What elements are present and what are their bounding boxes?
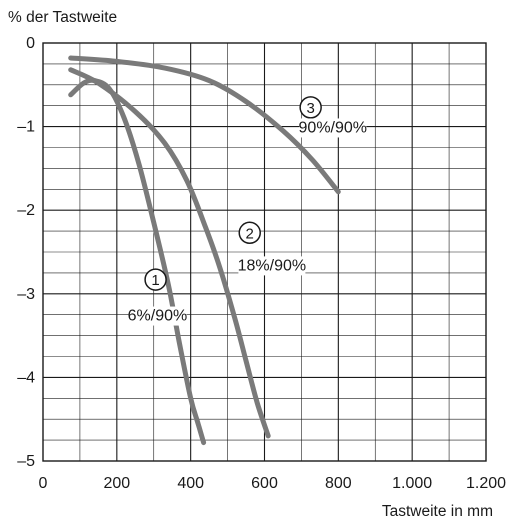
series-label-3: 3 90%/90% bbox=[299, 96, 368, 138]
y-tick-label: 0 bbox=[26, 35, 35, 52]
x-tick-label: 400 bbox=[177, 475, 204, 492]
y-tick-label: –5 bbox=[17, 453, 35, 470]
series-marker-number: 3 bbox=[306, 100, 314, 117]
curves bbox=[68, 55, 341, 446]
series-label-text: 6%/90% bbox=[128, 308, 188, 325]
series-line-2 bbox=[68, 67, 271, 439]
series-marker-circle bbox=[238, 221, 261, 245]
curve-labels: 1 6%/90% 2 18%/90% 3 90%/90% bbox=[128, 96, 368, 326]
plot-frame bbox=[42, 42, 487, 462]
x-tick-label: 200 bbox=[103, 475, 130, 492]
plot-border bbox=[42, 42, 487, 462]
y-tick-label: –3 bbox=[17, 286, 35, 303]
y-tick-label: –1 bbox=[17, 119, 35, 136]
series-label-1: 1 6%/90% bbox=[128, 268, 188, 326]
series-label-2: 2 18%/90% bbox=[238, 221, 307, 276]
series-label-background bbox=[128, 306, 187, 326]
y-axis-title: % der Tastweite bbox=[8, 9, 117, 26]
series-label-text: 90%/90% bbox=[299, 119, 368, 136]
x-tick-label: 1.200 bbox=[466, 475, 506, 492]
series-label-text: 18%/90% bbox=[238, 257, 307, 274]
series-marker-circle bbox=[144, 268, 167, 291]
y-tick-label: –2 bbox=[17, 202, 35, 219]
x-axis-title: Tastweite in mm bbox=[382, 503, 493, 520]
series-marker-circle bbox=[299, 96, 322, 119]
y-tick-label: –4 bbox=[17, 369, 35, 386]
x-tick-label: 600 bbox=[251, 475, 278, 492]
x-tick-label: 800 bbox=[325, 475, 352, 492]
series-line-1 bbox=[68, 77, 207, 446]
grid bbox=[43, 43, 486, 461]
tick-labels: 0 200 400 600 800 1.000 1.200 0 –1 –2 –3 –4 –5 bbox=[17, 35, 506, 492]
series-label-background bbox=[299, 118, 367, 138]
series-line-3 bbox=[68, 55, 341, 195]
x-tick-label: 0 bbox=[39, 475, 48, 492]
x-tick-label: 1.000 bbox=[392, 475, 432, 492]
series-label-background bbox=[238, 256, 306, 276]
series-marker-number: 2 bbox=[246, 225, 254, 242]
series-marker-number: 1 bbox=[151, 272, 159, 289]
